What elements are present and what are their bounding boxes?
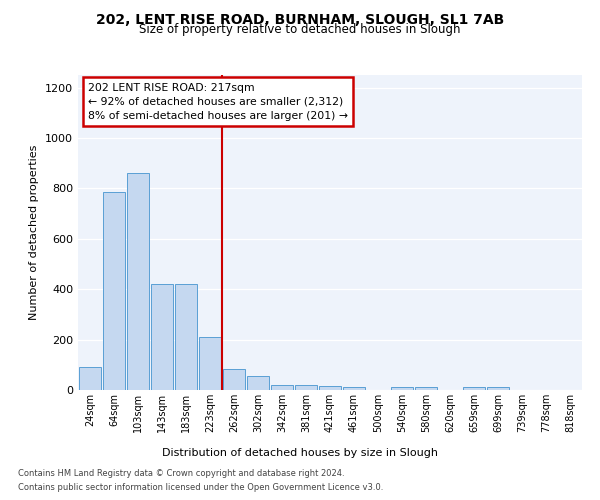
Bar (103, 192, 125, 390)
Text: Contains public sector information licensed under the Open Government Licence v3: Contains public sector information licen… (18, 484, 383, 492)
Bar (463, 388, 485, 390)
Bar (295, 385, 317, 390)
Text: Distribution of detached houses by size in Slough: Distribution of detached houses by size … (162, 448, 438, 458)
Bar (151, 284, 173, 390)
Bar (79, 368, 101, 390)
Bar (343, 388, 365, 390)
Bar (199, 337, 221, 390)
Bar (415, 388, 437, 390)
Bar (175, 284, 197, 390)
Bar (223, 368, 245, 390)
Text: 202, LENT RISE ROAD, BURNHAM, SLOUGH, SL1 7AB: 202, LENT RISE ROAD, BURNHAM, SLOUGH, SL… (96, 12, 504, 26)
Bar (271, 385, 293, 390)
Bar (487, 388, 509, 390)
Bar (127, 174, 149, 390)
Y-axis label: Number of detached properties: Number of detached properties (29, 145, 40, 320)
Bar (391, 388, 413, 390)
Text: Size of property relative to detached houses in Slough: Size of property relative to detached ho… (139, 22, 461, 36)
Bar (319, 386, 341, 390)
Text: Contains HM Land Registry data © Crown copyright and database right 2024.: Contains HM Land Registry data © Crown c… (18, 468, 344, 477)
Text: 202 LENT RISE ROAD: 217sqm
← 92% of detached houses are smaller (2,312)
8% of se: 202 LENT RISE ROAD: 217sqm ← 92% of deta… (88, 83, 348, 121)
Bar (247, 376, 269, 390)
